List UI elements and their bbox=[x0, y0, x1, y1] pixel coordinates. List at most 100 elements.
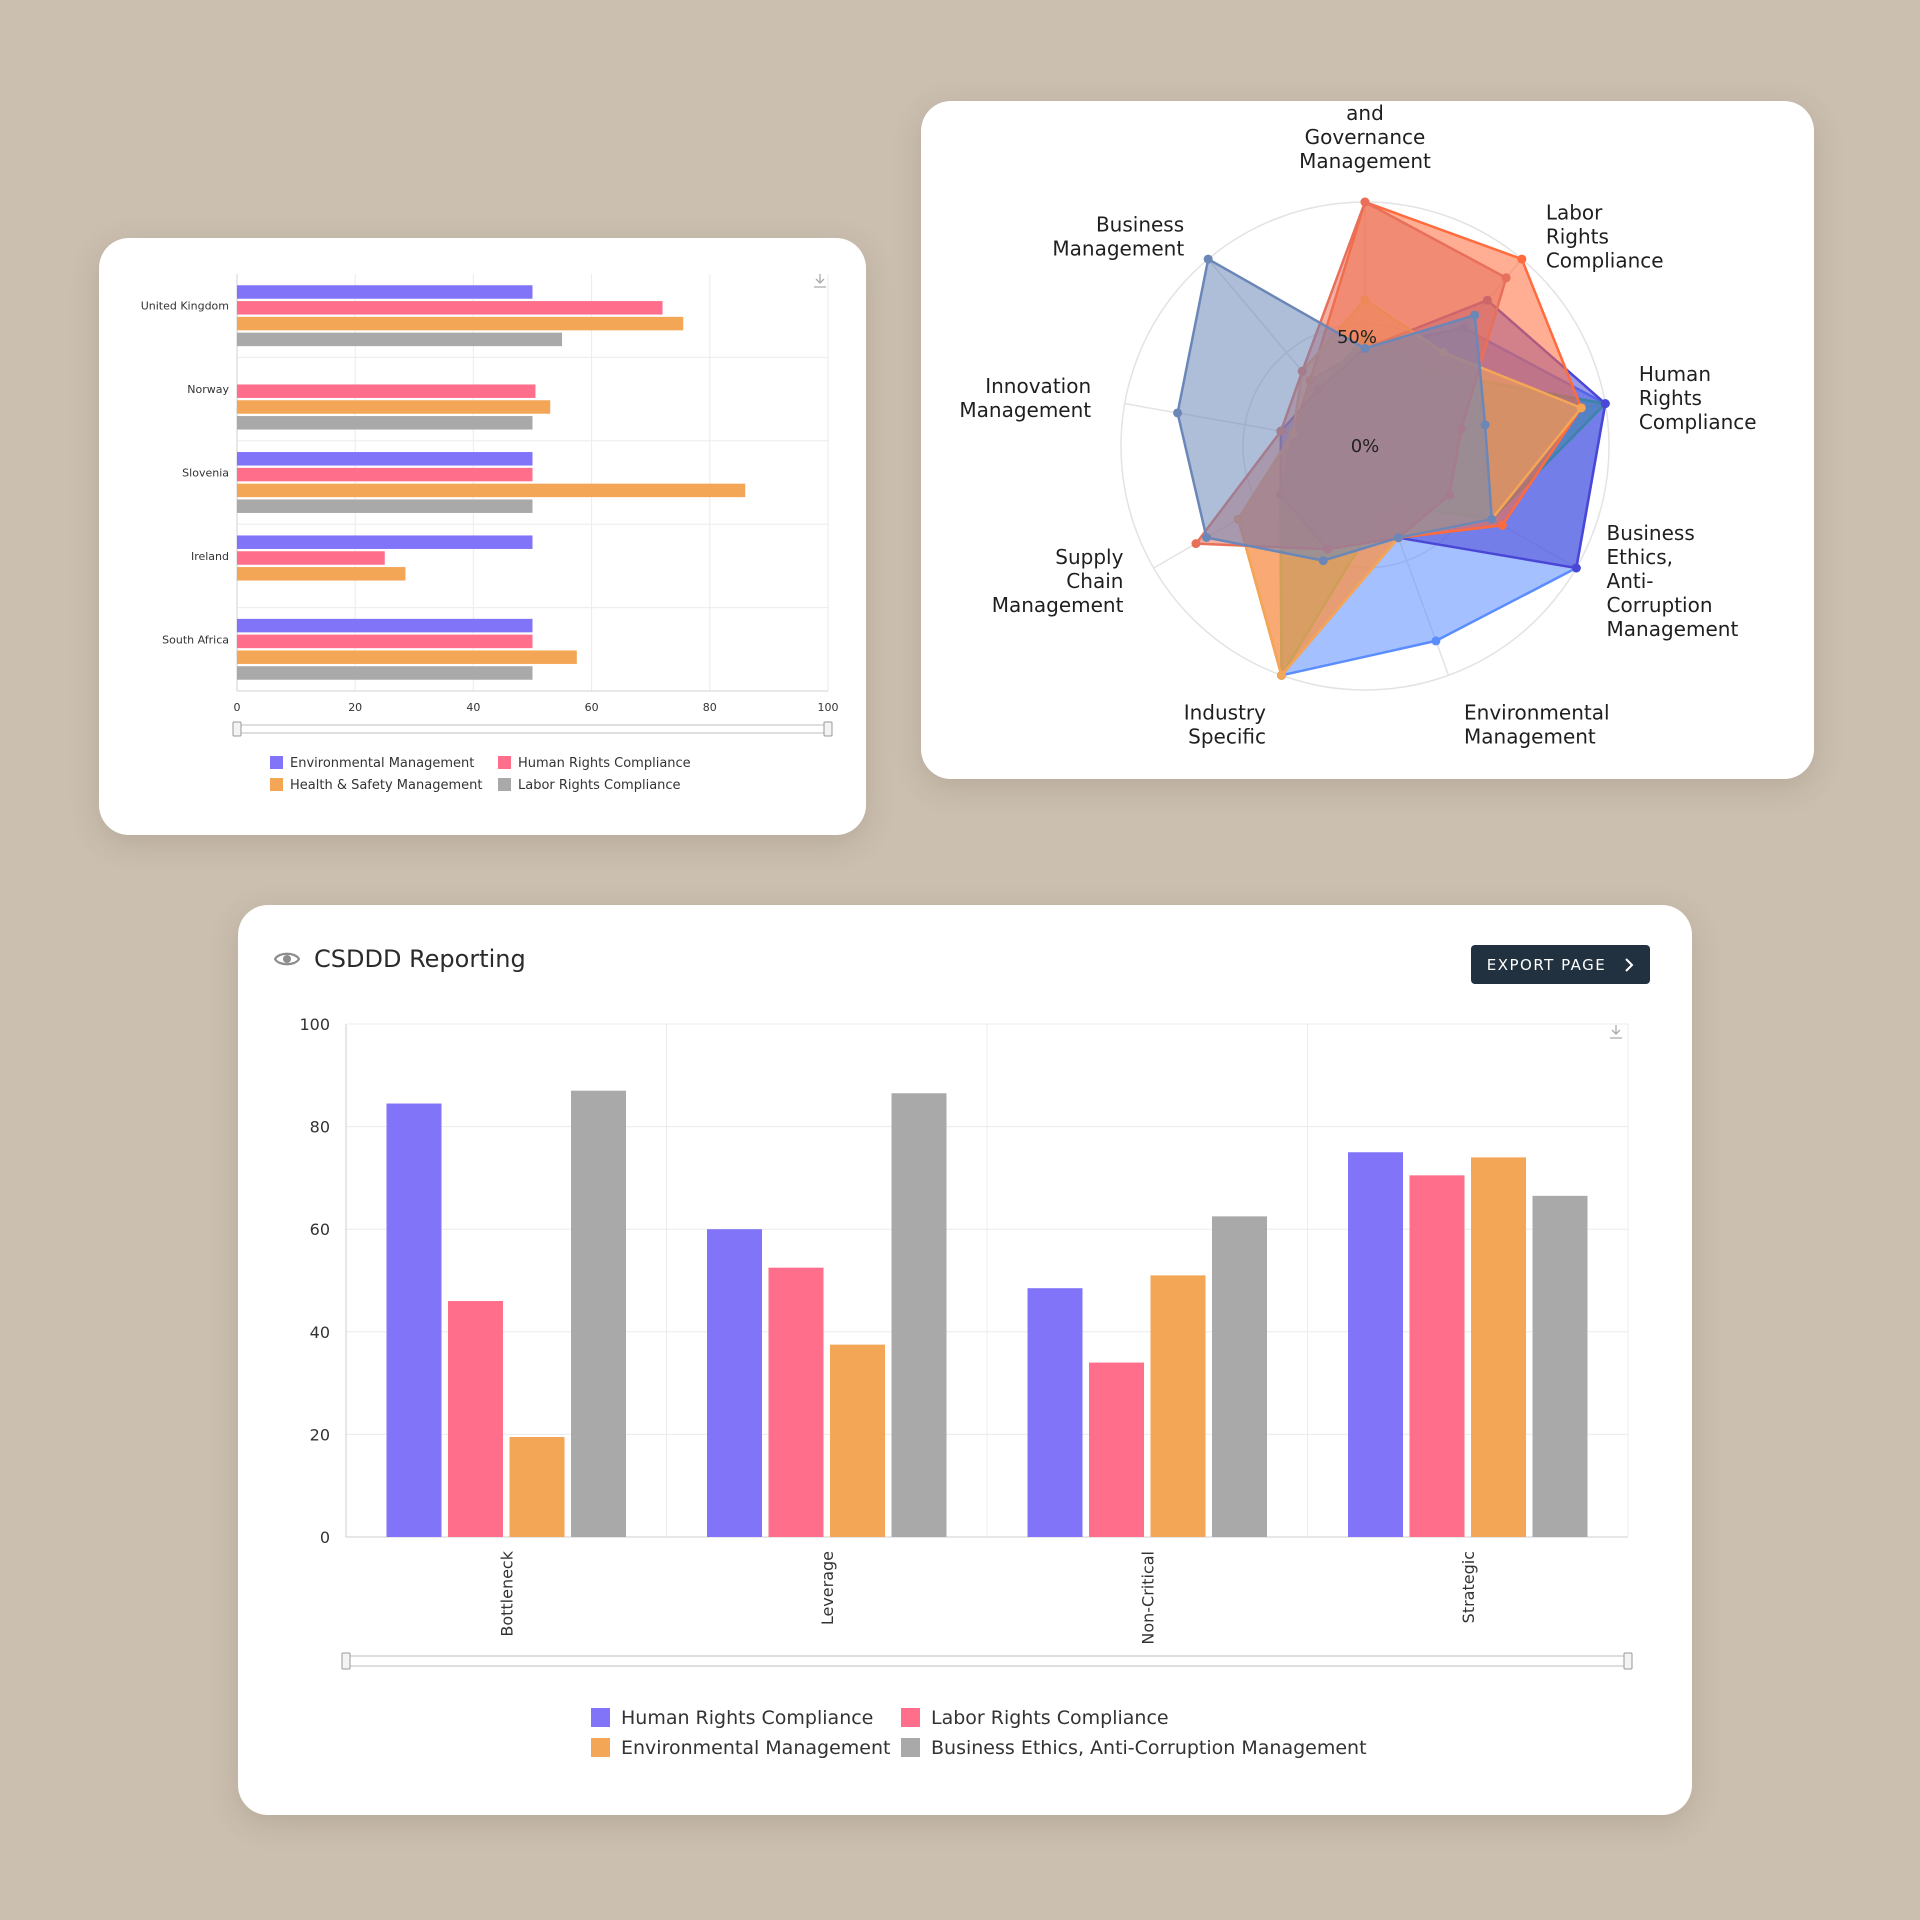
bar-human-rights-compliance[interactable] bbox=[237, 634, 533, 649]
bar-labor-rights-compliance[interactable] bbox=[237, 416, 533, 430]
legend-item-environmental-management[interactable]: Environmental Management bbox=[270, 756, 474, 771]
radar-point[interactable] bbox=[1600, 399, 1610, 409]
bar-human-rights-compliance[interactable] bbox=[386, 1103, 442, 1537]
bar-business-ethics-anti-corruption-management[interactable] bbox=[1532, 1195, 1588, 1537]
bar-human-rights-compliance[interactable] bbox=[1348, 1152, 1403, 1537]
download-icon-shape bbox=[814, 274, 826, 288]
bar-health-safety-management[interactable] bbox=[237, 567, 406, 581]
radar-point[interactable] bbox=[1571, 563, 1581, 573]
bar-labor-rights-compliance[interactable] bbox=[1089, 1362, 1144, 1537]
radar-point[interactable] bbox=[1191, 539, 1201, 549]
axis-label-line: Industry bbox=[1184, 701, 1266, 725]
bar-human-rights-compliance[interactable] bbox=[237, 551, 385, 565]
radar-point[interactable] bbox=[1173, 408, 1183, 418]
legend-item-human-rights-compliance[interactable]: Human Rights Compliance bbox=[591, 1707, 873, 1729]
bar-human-rights-compliance[interactable] bbox=[237, 301, 663, 315]
legend-item-environmental-management[interactable]: Environmental Management bbox=[591, 1737, 890, 1759]
bar-labor-rights-compliance[interactable] bbox=[768, 1267, 824, 1537]
bar-human-rights-compliance[interactable] bbox=[237, 384, 536, 398]
bar-environmental-management[interactable] bbox=[509, 1436, 565, 1537]
x-tick-label: 0 bbox=[234, 701, 241, 714]
radar-point[interactable] bbox=[1517, 254, 1527, 264]
axis-label-line: Human bbox=[1639, 362, 1711, 386]
x-range-slider-handle-right[interactable] bbox=[823, 721, 833, 737]
page-title: CSDDD Reporting bbox=[314, 945, 526, 973]
bar-environmental-management[interactable] bbox=[237, 535, 533, 549]
bar-health-safety-management[interactable] bbox=[237, 316, 684, 331]
legend-item-human-rights-compliance[interactable]: Human Rights Compliance bbox=[498, 756, 691, 771]
bar-environmental-management[interactable] bbox=[237, 285, 533, 299]
bar-environmental-management[interactable] bbox=[237, 452, 533, 466]
bar-environmental-management[interactable] bbox=[237, 618, 533, 633]
download-icon[interactable] bbox=[814, 274, 826, 288]
download-icon[interactable] bbox=[1610, 1025, 1622, 1039]
category-label: Strategic bbox=[1459, 1551, 1478, 1623]
bar-labor-rights-compliance[interactable] bbox=[448, 1301, 503, 1537]
axis-label-line: Business bbox=[1607, 521, 1695, 545]
axis-label-line: Management bbox=[1299, 149, 1431, 173]
radar-point[interactable] bbox=[1470, 310, 1480, 320]
export-page-button[interactable]: EXPORT PAGE bbox=[1471, 945, 1650, 984]
eye-icon[interactable] bbox=[274, 950, 300, 968]
axis-label-human-rights-compliance: Human Rights Compliance bbox=[1639, 362, 1757, 434]
x-range-slider-handle-left[interactable] bbox=[341, 1652, 351, 1670]
radar-point[interactable] bbox=[1203, 254, 1213, 264]
ring-label-50: 50% bbox=[1337, 327, 1377, 348]
radar-point[interactable] bbox=[1480, 420, 1490, 430]
bar-business-ethics-anti-corruption-management[interactable] bbox=[891, 1093, 947, 1537]
bar-labor-rights-compliance[interactable] bbox=[237, 332, 563, 347]
radar-point[interactable] bbox=[1360, 343, 1370, 353]
axis-label-line: Rights bbox=[1639, 386, 1702, 410]
legend-swatch bbox=[270, 778, 283, 791]
radar-point[interactable] bbox=[1576, 403, 1586, 413]
bar-health-safety-management[interactable] bbox=[237, 400, 551, 414]
bar-health-safety-management[interactable] bbox=[237, 483, 746, 498]
csddd-bar-chart: 0 20 40 60 80 100 Bottleneck Leverage Non-Critic… bbox=[299, 1015, 1633, 1759]
axis-label-business-ethics-anti-corruption-management: Business Ethics, Anti-Corruption Management bbox=[1607, 521, 1739, 641]
bar-human-rights-compliance[interactable] bbox=[237, 467, 533, 482]
radar-point[interactable] bbox=[1501, 273, 1511, 283]
legend-item-labor-rights-compliance[interactable]: Labor Rights Compliance bbox=[498, 778, 681, 793]
legend-label: Human Rights Compliance bbox=[518, 756, 691, 771]
ring-label-0: 0% bbox=[1351, 436, 1380, 457]
bar-business-ethics-anti-corruption-management[interactable] bbox=[1212, 1216, 1267, 1537]
x-range-slider-handle-right[interactable] bbox=[1623, 1652, 1633, 1670]
radar-point[interactable] bbox=[1487, 514, 1497, 524]
legend-item-labor-rights-compliance[interactable]: Labor Rights Compliance bbox=[901, 1707, 1169, 1729]
legend-item-business-ethics-anti-corruption-management[interactable]: Business Ethics, Anti-Corruption Managem… bbox=[901, 1737, 1367, 1759]
bar-human-rights-compliance[interactable] bbox=[1027, 1288, 1083, 1537]
axis-label-line: Specific bbox=[1188, 725, 1266, 749]
axis-label-line: Corruption bbox=[1607, 593, 1713, 617]
radar-point[interactable] bbox=[1431, 636, 1441, 646]
bar-environmental-management[interactable] bbox=[1471, 1157, 1526, 1537]
bar-labor-rights-compliance[interactable] bbox=[1409, 1175, 1465, 1537]
category-label: South Africa bbox=[162, 633, 229, 646]
category-label: Bottleneck bbox=[497, 1550, 516, 1636]
radar-point[interactable] bbox=[1202, 533, 1212, 542]
x-range-slider-track[interactable] bbox=[345, 1655, 1629, 1667]
export-page-label: EXPORT PAGE bbox=[1486, 955, 1607, 974]
y-tick-label: 100 bbox=[299, 1015, 330, 1034]
axis-label-line: Innovation bbox=[985, 374, 1091, 398]
x-range-slider-handle-left[interactable] bbox=[232, 721, 242, 737]
legend-item-health-safety-management[interactable]: Health & Safety Management bbox=[270, 778, 482, 793]
axis-label-industry-specific: Industry Specific bbox=[1184, 701, 1266, 749]
radar-point[interactable] bbox=[1497, 520, 1507, 530]
bar-labor-rights-compliance[interactable] bbox=[237, 499, 533, 513]
radar-point[interactable] bbox=[1277, 670, 1287, 680]
country-bar-chart: 0 20 40 60 80 100 United Kingdom Norway Slovenia… bbox=[141, 274, 839, 793]
bar-environmental-management[interactable] bbox=[830, 1344, 885, 1537]
x-range-slider-track[interactable] bbox=[236, 724, 829, 734]
radar-point[interactable] bbox=[1393, 533, 1403, 543]
bar-business-ethics-anti-corruption-management[interactable] bbox=[571, 1090, 626, 1537]
bar-environmental-management[interactable] bbox=[1150, 1275, 1206, 1537]
radar-series-series-g[interactable] bbox=[1176, 257, 1494, 562]
bar-health-safety-management[interactable] bbox=[237, 650, 577, 664]
radar-point[interactable] bbox=[1318, 556, 1328, 566]
bar-human-rights-compliance[interactable] bbox=[707, 1229, 762, 1537]
axis-label-line: Management bbox=[1464, 725, 1596, 749]
radar-point[interactable] bbox=[1360, 197, 1370, 207]
category-label: Non-Critical bbox=[1138, 1551, 1157, 1645]
bar-labor-rights-compliance[interactable] bbox=[237, 666, 533, 680]
y-tick-label: 0 bbox=[320, 1528, 330, 1547]
